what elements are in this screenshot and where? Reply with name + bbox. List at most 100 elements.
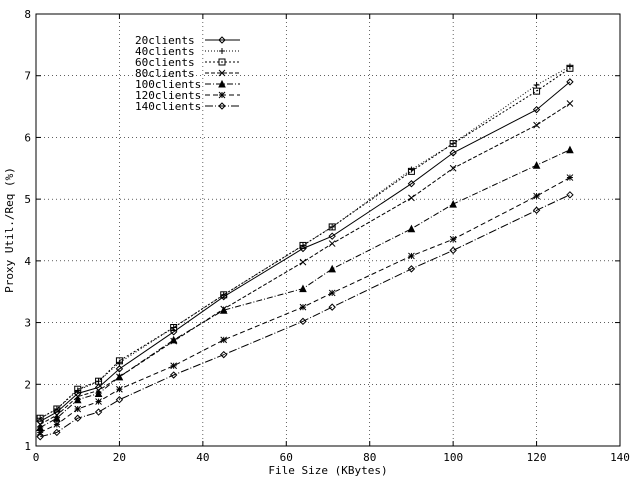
legend-entry: 100clients bbox=[135, 78, 240, 91]
data-point-marker bbox=[169, 371, 178, 379]
data-point-marker bbox=[95, 377, 103, 385]
series-line bbox=[39, 149, 571, 428]
data-point-marker bbox=[53, 405, 60, 412]
x-tick-label: 140 bbox=[610, 451, 630, 464]
data-point-marker bbox=[533, 121, 540, 129]
data-point-marker bbox=[533, 192, 540, 200]
data-point-marker bbox=[116, 385, 123, 393]
data-point-marker bbox=[532, 206, 541, 214]
data-point-marker bbox=[53, 405, 61, 413]
legend-entry: 140clients bbox=[135, 100, 240, 113]
series-140clients bbox=[36, 191, 574, 441]
data-point-marker bbox=[219, 48, 225, 54]
data-point-marker bbox=[566, 64, 574, 72]
data-point-marker bbox=[36, 429, 44, 436]
data-point-marker bbox=[115, 357, 123, 365]
data-point-marker bbox=[36, 433, 44, 441]
y-tick-label: 7 bbox=[24, 70, 31, 83]
data-point-marker bbox=[299, 244, 307, 253]
data-point-marker bbox=[95, 378, 102, 385]
data-point-marker bbox=[218, 36, 226, 44]
x-tick-label: 20 bbox=[113, 451, 126, 464]
data-point-marker bbox=[566, 174, 574, 181]
x-tick-label: 80 bbox=[363, 451, 376, 464]
legend-label: 120clients bbox=[135, 89, 201, 102]
y-axis-label: Proxy Util./Req (%) bbox=[3, 167, 16, 293]
data-point-marker bbox=[566, 191, 574, 199]
data-point-marker bbox=[37, 415, 44, 422]
data-point-marker bbox=[299, 303, 307, 311]
y-tick-label: 3 bbox=[24, 317, 31, 330]
data-point-marker bbox=[449, 140, 457, 148]
data-point-marker bbox=[170, 324, 177, 331]
series-line bbox=[39, 67, 571, 419]
data-point-marker bbox=[115, 372, 124, 381]
series-line bbox=[40, 194, 571, 438]
data-point-marker bbox=[169, 335, 178, 344]
data-point-marker bbox=[532, 105, 541, 114]
data-point-marker bbox=[329, 223, 336, 230]
data-point-marker bbox=[36, 414, 44, 422]
legend-label: 140clients bbox=[135, 100, 201, 113]
data-point-marker bbox=[220, 291, 227, 298]
data-point-marker bbox=[449, 235, 457, 243]
y-tick-label: 1 bbox=[24, 440, 31, 453]
legend-label: 100clients bbox=[135, 78, 201, 91]
series-60clients bbox=[36, 64, 574, 422]
data-point-marker bbox=[328, 289, 336, 297]
legend-entry: 120clients bbox=[135, 89, 240, 102]
data-point-marker bbox=[449, 199, 457, 208]
data-point-marker bbox=[328, 240, 336, 247]
data-point-marker bbox=[218, 91, 226, 99]
data-point-marker bbox=[328, 232, 336, 240]
legend-entry: 40clients bbox=[135, 45, 240, 58]
data-point-marker bbox=[220, 291, 228, 299]
data-point-marker bbox=[533, 81, 540, 88]
data-point-marker bbox=[218, 58, 226, 66]
legend-label: 80clients bbox=[135, 67, 195, 80]
data-point-marker bbox=[115, 396, 124, 404]
data-point-marker bbox=[115, 365, 124, 373]
legend-label: 40clients bbox=[135, 45, 195, 58]
x-tick-label: 100 bbox=[443, 451, 463, 464]
x-axis-label: File Size (KBytes) bbox=[268, 464, 387, 477]
data-point-marker bbox=[328, 264, 336, 273]
data-point-marker bbox=[299, 317, 307, 326]
data-point-marker bbox=[566, 78, 574, 86]
x-tick-label: 60 bbox=[280, 451, 293, 464]
data-point-marker bbox=[218, 69, 226, 77]
y-tick-label: 5 bbox=[24, 193, 31, 206]
data-point-marker bbox=[533, 87, 541, 95]
data-point-marker bbox=[299, 241, 307, 249]
data-point-marker bbox=[74, 405, 82, 413]
data-point-marker bbox=[408, 166, 415, 173]
data-point-marker bbox=[219, 306, 228, 314]
data-point-marker bbox=[408, 194, 415, 202]
legend-entry: 20clients bbox=[135, 34, 240, 47]
x-tick-label: 120 bbox=[527, 451, 547, 464]
series-20clients bbox=[36, 78, 574, 426]
y-tick-label: 2 bbox=[24, 378, 31, 391]
y-tick-label: 4 bbox=[24, 255, 31, 268]
data-point-marker bbox=[220, 336, 228, 344]
data-point-marker bbox=[532, 161, 541, 169]
data-point-marker bbox=[407, 167, 415, 175]
data-point-marker bbox=[220, 350, 228, 359]
data-point-marker bbox=[408, 252, 415, 260]
data-point-marker bbox=[449, 164, 457, 172]
legend: 20clients40clients60clients80clients100c… bbox=[135, 34, 240, 113]
data-point-marker bbox=[74, 414, 82, 422]
data-point-marker bbox=[170, 362, 178, 370]
data-point-marker bbox=[94, 408, 103, 416]
data-point-marker bbox=[407, 265, 416, 273]
legend-entry: 60clients bbox=[135, 56, 240, 69]
x-tick-label: 40 bbox=[196, 451, 209, 464]
data-point-marker bbox=[299, 284, 307, 293]
x-tick-label: 0 bbox=[33, 451, 40, 464]
axis-ticks: 0 20 40 60 80 100 120 140 1 2 3 4 5 6 7 8 bbox=[24, 8, 630, 464]
series-120clients bbox=[36, 174, 574, 436]
data-point-marker bbox=[407, 180, 416, 188]
data-point-marker bbox=[218, 102, 226, 110]
data-point-marker bbox=[95, 398, 102, 405]
